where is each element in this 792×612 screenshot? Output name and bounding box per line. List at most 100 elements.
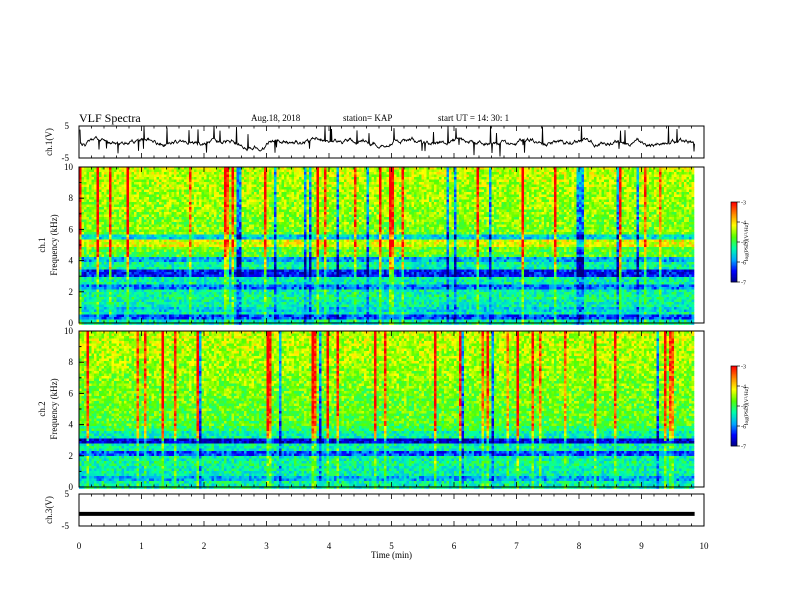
ch1-spectrogram-cell	[642, 200, 645, 203]
ch1-spectrogram-cell	[244, 185, 247, 188]
ch1-spectrogram-cell	[229, 215, 232, 218]
ch1-spectrogram-cell	[222, 182, 225, 185]
ch1-spectrogram-cell	[212, 185, 215, 188]
ch1-spectrogram-cell	[667, 195, 670, 198]
ch1-spectrogram-cell	[467, 172, 470, 175]
ch1-spectrogram-cell	[612, 207, 615, 210]
ch1-spectrogram-cell	[612, 180, 615, 183]
ch1-spectrogram-cell	[682, 200, 685, 203]
ch1-spectrogram-cell	[504, 215, 507, 218]
ch1-spectrogram-cell	[239, 200, 242, 203]
ch1-spectrogram-cell	[597, 210, 600, 213]
ch1-spectrogram-cell	[339, 212, 342, 215]
ch1-spectrogram-cell	[692, 200, 695, 203]
ch1-spectrogram-cell	[119, 177, 122, 180]
ch1-spectrogram-cell	[194, 177, 197, 180]
ch1-spectrogram-cell	[344, 190, 347, 193]
ch1-spectrogram-cell	[549, 207, 552, 210]
ch1-spectrogram-cell	[679, 182, 682, 185]
ch1-spectrogram-cell	[309, 182, 312, 185]
ch1-spectrogram-cell	[117, 185, 120, 188]
ch1-spectrogram-cell	[549, 180, 552, 183]
ch1-spectrogram-cell	[152, 180, 155, 183]
ch1-spectrogram-cell	[424, 185, 427, 188]
ch1-spectrogram-cell	[589, 182, 592, 185]
ch1-spectrogram-cell	[647, 205, 650, 208]
ch1-spectrogram-cell	[267, 215, 270, 218]
ch1-spectrogram-cell	[687, 187, 690, 190]
ch1-spectrogram-cell	[477, 210, 480, 213]
ch1-spectrogram-cell	[692, 172, 695, 175]
ch1-spectrogram-cell	[557, 212, 560, 215]
ch1-spectrogram-cell	[189, 190, 192, 193]
ch1-spectrogram-cell	[279, 172, 282, 175]
ch1-spectrogram-cell	[127, 175, 130, 178]
ch1-spectrogram-cell	[214, 187, 217, 190]
ch1-spectrogram-cell	[637, 170, 640, 173]
ch1-spectrogram-cell	[354, 195, 357, 198]
ch1-spectrogram-cell	[209, 197, 212, 200]
ch1-spectrogram-cell	[644, 202, 647, 205]
ch1-spectrogram-cell	[437, 207, 440, 210]
ch1-spectrogram-cell	[252, 215, 255, 218]
ch1-spectrogram-cell	[307, 195, 310, 198]
ch1-spectrogram-cell	[667, 180, 670, 183]
ch1-spectrogram-cell	[99, 197, 102, 200]
ch1-spectrogram-cell	[357, 210, 360, 213]
ch1-spectrogram-cell	[334, 202, 337, 205]
ch1-spectrogram-cell	[439, 205, 442, 208]
ch1-spectrogram-cell	[242, 195, 245, 198]
ch1-spectrogram-cell	[659, 170, 662, 173]
ch1-spectrogram-cell	[387, 215, 390, 218]
ch1-spectrogram-cell	[574, 180, 577, 183]
ch1-spectrogram-cell	[194, 185, 197, 188]
ch1-spectrogram-cell	[592, 200, 595, 203]
ch1-spectrogram-cell	[342, 177, 345, 180]
ch1-spectrogram-cell	[647, 180, 650, 183]
ch1-spectrogram-cell	[594, 212, 597, 215]
ch1-spectrogram-cell	[647, 210, 650, 213]
ch1-spectrogram-cell	[307, 215, 310, 218]
ch1-spectrogram-cell	[277, 175, 280, 178]
ch1-spectrogram-cell	[422, 187, 425, 190]
ch1-spectrogram-cell	[599, 210, 602, 213]
ch1-spectrogram-cell	[144, 212, 147, 215]
ch1-spectrogram-cell	[652, 177, 655, 180]
ch1-spectrogram-cell	[282, 212, 285, 215]
ch1-spectrogram-cell	[542, 182, 545, 185]
ch1-spectrogram-cell	[347, 180, 350, 183]
ch1-spectrogram-cell	[299, 210, 302, 213]
ch1-spectrogram-cell	[454, 202, 457, 205]
ch1-spectrogram-cell	[592, 210, 595, 213]
ch1-spectrogram-cell	[272, 175, 275, 178]
ch1-spectrogram-cell	[172, 187, 175, 190]
ch1-spectrogram-cell	[614, 180, 617, 183]
ch1-spectrogram-cell	[594, 210, 597, 213]
ch1-spectrogram-cell	[349, 180, 352, 183]
ch1-spectrogram-cell	[529, 172, 532, 175]
ch1-spectrogram-cell	[554, 172, 557, 175]
ch1-spectrogram-cell	[379, 182, 382, 185]
ch1-spectrogram-cell	[302, 187, 305, 190]
ch1-spectrogram-cell	[89, 192, 92, 195]
ch1-spectrogram-cell	[204, 212, 207, 215]
ch1-spectrogram-cell	[179, 212, 182, 215]
ch1-spectrogram-cell	[92, 177, 95, 180]
ch1-spectrogram-cell	[89, 182, 92, 185]
ch1-spectrogram-cell	[689, 210, 692, 213]
ch1-spectrogram-cell	[534, 200, 537, 203]
ch1-spectrogram-cell	[689, 182, 692, 185]
ch1-spectrogram-cell	[219, 182, 222, 185]
ch1-spectrogram-cell	[552, 197, 555, 200]
ch1-spectrogram-cell	[274, 185, 277, 188]
ch1-spectrogram-cell	[524, 175, 527, 178]
ch1-spectrogram-cell	[437, 170, 440, 173]
ch1-spectrogram-cell	[319, 170, 322, 173]
ch1-spectrogram-cell	[434, 175, 437, 178]
ch1-spectrogram-cell	[464, 170, 467, 173]
ch1-spectrogram-cell	[404, 190, 407, 193]
ch1-spectrogram-cell	[219, 215, 222, 218]
ch1-spectrogram-cell	[657, 180, 660, 183]
ch1-spectrogram-cell	[454, 197, 457, 200]
ch1-spectrogram-cell	[232, 170, 235, 173]
